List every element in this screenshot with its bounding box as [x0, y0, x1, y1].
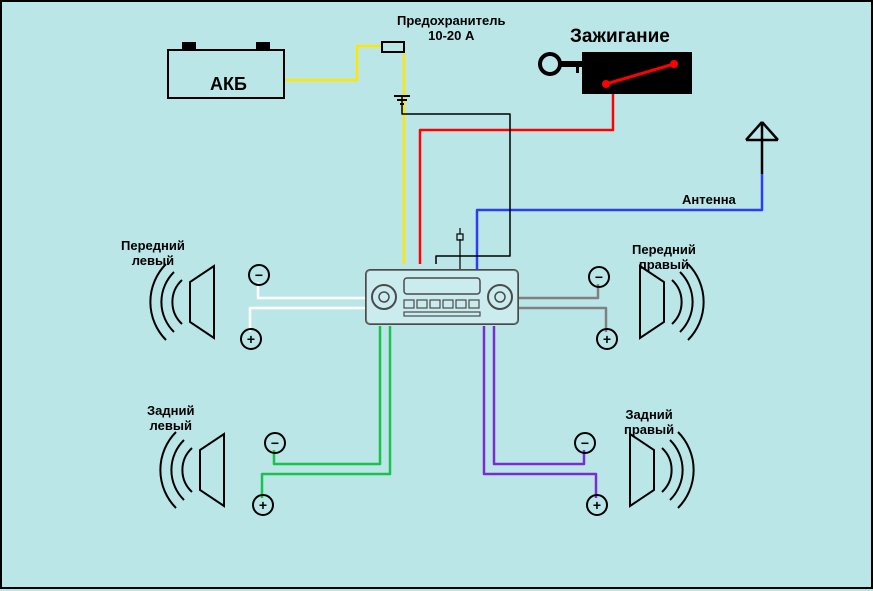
battery-label: АКБ — [210, 74, 247, 95]
fuse-label: Предохранитель 10-20 А — [397, 14, 505, 44]
rear-left-label: Задний левый — [147, 404, 194, 434]
front-right-label: Передний правый — [632, 243, 696, 273]
wiring-diagram — [2, 2, 873, 591]
rr-minus: − — [574, 432, 596, 454]
rr-plus: + — [586, 494, 608, 516]
ignition-label: Зажигание — [570, 26, 670, 48]
front-left-label: Передний левый — [121, 239, 185, 269]
rl-minus: − — [264, 432, 286, 454]
antenna-label: Антенна — [682, 193, 736, 208]
fr-minus: − — [588, 266, 610, 288]
rl-plus: + — [252, 494, 274, 516]
fl-plus: + — [240, 328, 262, 350]
fr-plus: + — [596, 328, 618, 350]
rear-right-label: Задний правый — [624, 408, 674, 438]
fl-minus: − — [248, 264, 270, 286]
